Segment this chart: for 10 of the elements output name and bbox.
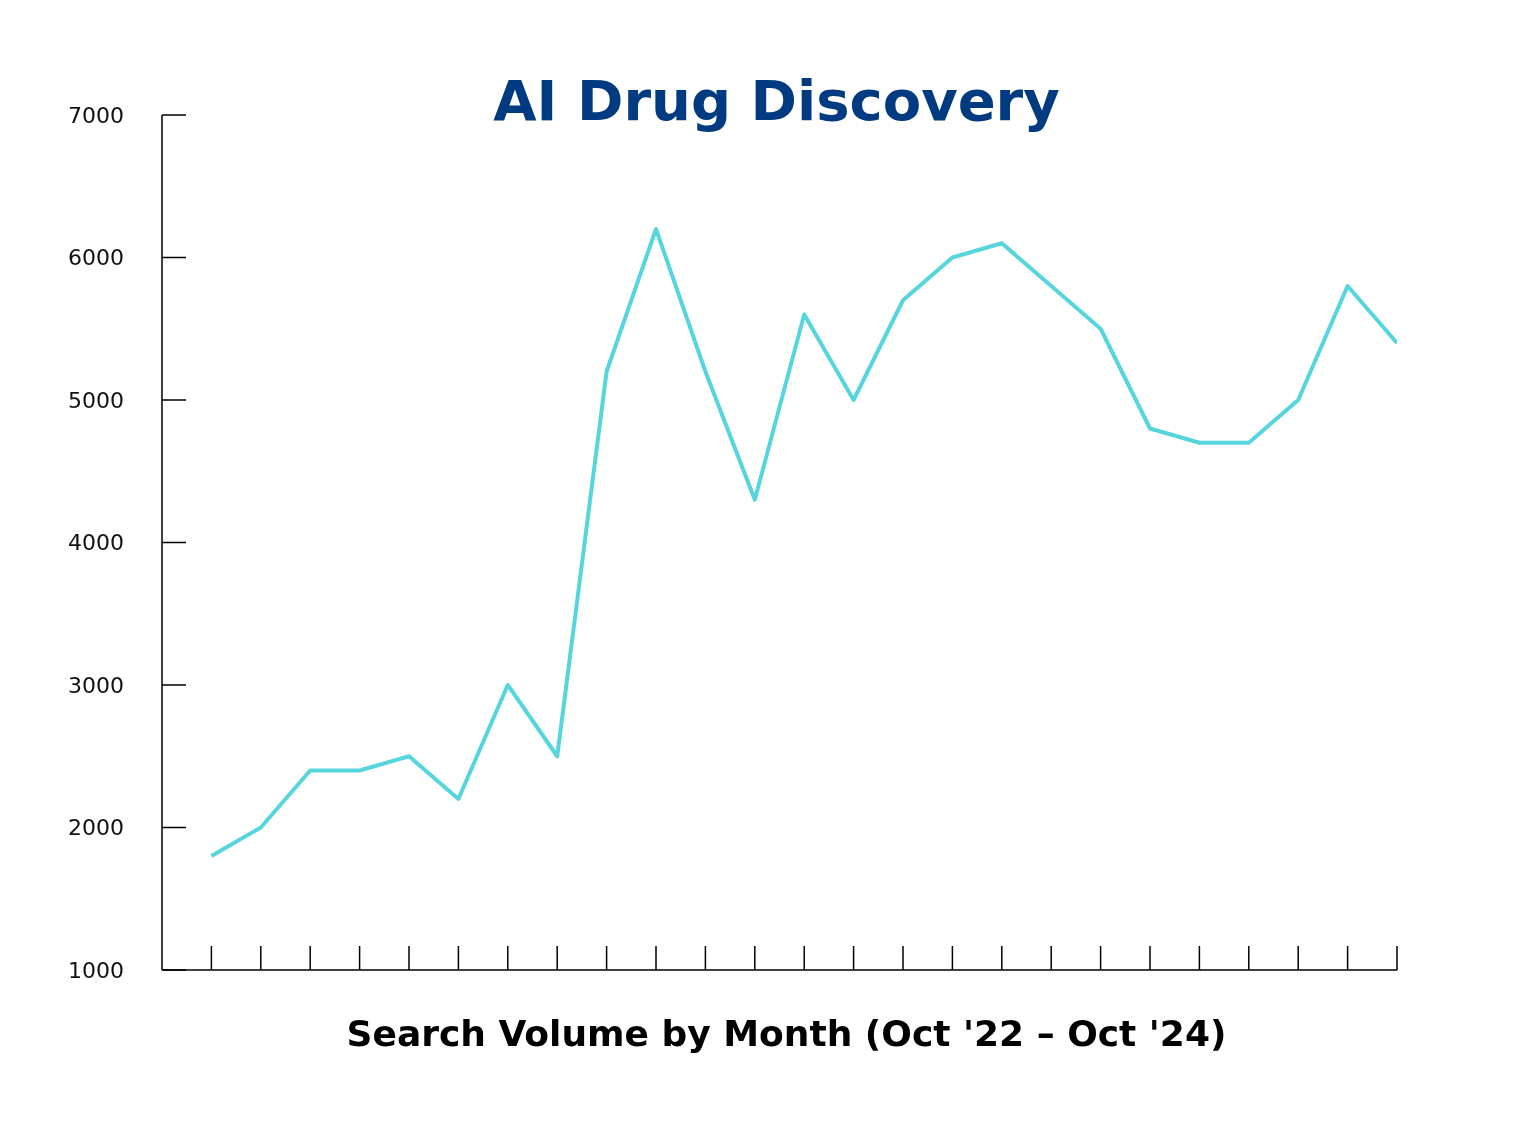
y-tick-label: 4000 <box>68 530 124 555</box>
line-series <box>209 227 1397 858</box>
y-tick-label: 7000 <box>68 102 124 128</box>
x-axis-title: Search Volume by Month (Oct '22 – Oct '24) <box>345 1013 1228 1054</box>
y-tick-label: 1000 <box>68 957 124 983</box>
y-tick-label: 3000 <box>68 672 124 698</box>
y-tick-label: 5000 <box>68 387 124 413</box>
y-tick-label: 2000 <box>68 815 124 840</box>
chart-title: AI Drug Discovery <box>493 68 1060 133</box>
y-tick-label: 6000 <box>68 245 124 270</box>
